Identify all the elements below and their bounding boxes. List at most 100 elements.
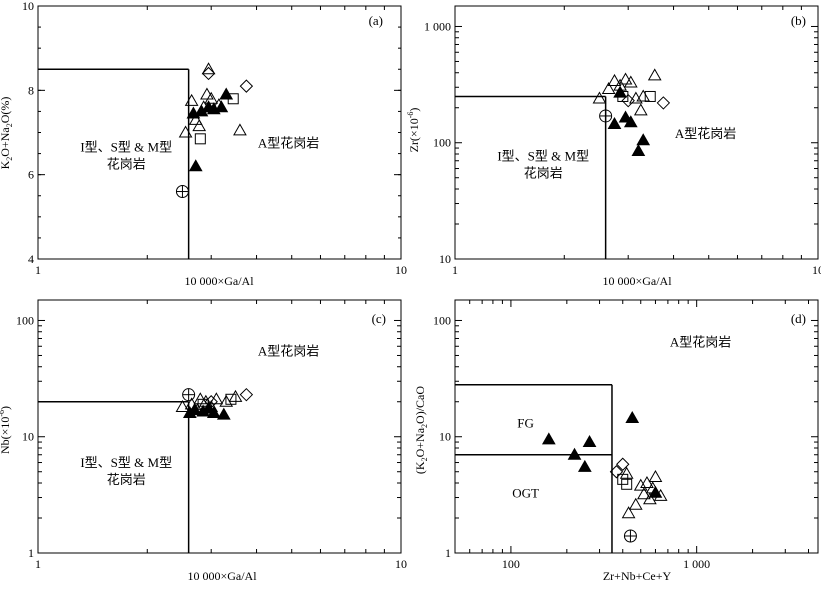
- marker-triangle-open: [184, 93, 199, 106]
- x-axis-label: 10 000×Ga/Al: [187, 569, 257, 583]
- panel-label: (a): [369, 13, 383, 28]
- region-label: I型、S型 & M型花岗岩: [497, 149, 589, 181]
- y-axis-label: Zr(×10-6): [406, 108, 421, 153]
- marker-triangle-filled: [541, 432, 556, 445]
- x-tick-label: 1: [35, 557, 41, 571]
- marker-triangle-open: [628, 497, 643, 510]
- marker-triangle-filled: [631, 143, 646, 156]
- x-axis-label: 10 000×Ga/Al: [602, 274, 672, 288]
- marker-diamond-open: [621, 93, 635, 108]
- y-axis-label: K2O+Na2O(%): [0, 97, 14, 170]
- panel-a: (a) 10 000×Ga/Al K2O+Na2O(%) 1 10 4 6 8 10 I型、…: [0, 0, 407, 288]
- marker-square-open: [194, 133, 206, 145]
- marker-square-open: [227, 93, 239, 105]
- marker-triangle-filled: [607, 116, 622, 129]
- marker-circle-plus: [182, 388, 196, 402]
- region-label: I型、S型 & M型花岗岩: [80, 455, 172, 487]
- y-tick-label: 10: [439, 252, 451, 266]
- panel-label: (c): [372, 311, 386, 326]
- x-tick-label: 1: [452, 263, 458, 277]
- y-tick-label: 10: [22, 0, 34, 13]
- marker-circle-plus: [175, 185, 189, 199]
- marker-triangle-filled: [216, 407, 231, 420]
- marker-triangle-open: [637, 487, 651, 500]
- x-tick-label: 10: [395, 557, 407, 571]
- marker-triangle-open: [592, 91, 607, 104]
- panel-c: (c) 10 000×Ga/Al Nb(×10-6) 1 10 1 10 100 I型、S…: [0, 299, 407, 583]
- marker-triangle-filled: [206, 405, 221, 419]
- marker-triangle-open: [653, 488, 668, 501]
- y-tick-label: 1 000: [424, 19, 451, 33]
- marker-triangle-open: [193, 392, 208, 405]
- panel-label: (b): [791, 13, 806, 28]
- y-tick-label: 1: [28, 546, 34, 560]
- marker-triangle-open: [648, 470, 663, 483]
- marker-diamond-open: [239, 79, 254, 93]
- marker-diamond-open: [239, 387, 254, 402]
- marker-triangle-open: [621, 506, 636, 519]
- marker-triangle-open: [619, 466, 634, 479]
- y-tick-label: 10: [439, 430, 451, 444]
- region-label: I型、S型 & M型花岗岩: [80, 139, 172, 171]
- x-tick-label: 100: [502, 557, 520, 571]
- y-tick-label: 4: [28, 252, 34, 266]
- x-tick-label: 10: [395, 263, 407, 277]
- marker-square-open: [197, 398, 209, 410]
- marker-diamond-open: [201, 66, 216, 81]
- marker-circle-plus: [599, 109, 613, 123]
- x-axis-label: 10 000×Ga/Al: [184, 274, 254, 288]
- marker-diamond-open: [616, 457, 630, 471]
- marker-triangle-open: [204, 91, 219, 104]
- marker-triangle-open: [633, 103, 648, 116]
- marker-triangle-filled: [636, 133, 651, 146]
- y-tick-label: 100: [16, 313, 34, 327]
- panel-label: (d): [791, 311, 806, 326]
- y-tick-label: 6: [28, 168, 34, 182]
- marker-square-open: [617, 90, 629, 102]
- plot-frame: [454, 299, 819, 554]
- x-tick-label: 10: [812, 263, 821, 277]
- marker-triangle-open: [643, 492, 657, 505]
- marker-square-open: [644, 90, 656, 102]
- marker-triangle-open: [178, 125, 193, 138]
- y-axis-label: (K2O+Na2O)/CaO: [413, 386, 429, 474]
- y-axis-label: Nb(×10-6): [0, 406, 12, 454]
- marker-triangle-filled: [214, 100, 229, 113]
- x-axis-label: Zr+Nb+Ce+Y: [603, 569, 672, 583]
- marker-triangle-open: [188, 112, 203, 125]
- region-label: A型花岗岩: [670, 334, 731, 349]
- marker-triangle-open: [636, 89, 651, 102]
- y-tick-label: 10: [22, 430, 34, 444]
- marker-triangle-open: [618, 72, 633, 85]
- plot-frame: [37, 5, 402, 260]
- plot-frame: [37, 299, 402, 554]
- marker-triangle-filled: [625, 410, 640, 423]
- y-tick-label: 1: [445, 546, 451, 560]
- x-tick-label: 1: [35, 263, 41, 277]
- marker-triangle-open: [623, 75, 638, 88]
- marker-triangle-open: [640, 475, 654, 489]
- plot-frame: [454, 5, 819, 260]
- marker-triangle-filled: [577, 459, 592, 472]
- marker-square-open: [621, 478, 633, 490]
- panel-d: (d) Zr+Nb+Ce+Y (K2O+Na2O)/CaO 100 1 000 1 1…: [413, 299, 819, 583]
- marker-triangle-open: [607, 73, 622, 86]
- marker-triangle-open: [633, 478, 648, 491]
- region-label: A型花岗岩: [675, 126, 736, 141]
- region-label: A型花岗岩: [258, 343, 319, 358]
- marker-diamond-open: [609, 465, 624, 479]
- y-tick-label: 100: [433, 313, 451, 327]
- marker-triangle-open: [233, 123, 247, 136]
- region-label: FG: [517, 416, 534, 431]
- marker-triangle-open: [201, 62, 216, 75]
- marker-circle-plus: [623, 529, 637, 543]
- x-tick-label: 1 000: [683, 557, 710, 571]
- y-tick-label: 8: [28, 83, 34, 97]
- marker-triangle-open: [601, 81, 616, 94]
- marker-triangle-open: [175, 400, 190, 413]
- marker-triangle-filled: [623, 115, 638, 128]
- marker-triangle-open: [647, 68, 662, 81]
- y-tick-label: 100: [433, 136, 451, 150]
- marker-triangle-open: [200, 87, 214, 100]
